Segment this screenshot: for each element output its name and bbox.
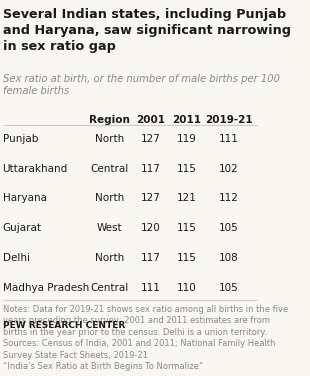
Text: 115: 115 [177, 223, 197, 233]
Text: 102: 102 [219, 164, 238, 174]
Text: Haryana: Haryana [2, 193, 46, 203]
Text: 115: 115 [177, 164, 197, 174]
Text: North: North [95, 253, 124, 263]
Text: North: North [95, 193, 124, 203]
Text: Notes: Data for 2019-21 shows sex ratio among all births in the five
years prece: Notes: Data for 2019-21 shows sex ratio … [2, 305, 288, 371]
Text: Several Indian states, including Punjab
and Haryana, saw significant narrowing
i: Several Indian states, including Punjab … [2, 9, 290, 53]
Text: 2011: 2011 [173, 115, 202, 125]
Text: Sex ratio at birth, or the number of male births per 100
female births: Sex ratio at birth, or the number of mal… [2, 74, 280, 96]
Text: West: West [96, 223, 122, 233]
Text: 111: 111 [141, 283, 161, 293]
Text: 127: 127 [141, 193, 161, 203]
Text: 127: 127 [141, 134, 161, 144]
Text: 111: 111 [219, 134, 239, 144]
Text: 117: 117 [141, 164, 161, 174]
Text: 108: 108 [219, 253, 238, 263]
Text: PEW RESEARCH CENTER: PEW RESEARCH CENTER [2, 321, 125, 330]
Text: Delhi: Delhi [2, 253, 29, 263]
Text: 120: 120 [141, 223, 161, 233]
Text: Gujarat: Gujarat [2, 223, 42, 233]
Text: Punjab: Punjab [2, 134, 38, 144]
Text: 121: 121 [177, 193, 197, 203]
Text: 119: 119 [177, 134, 197, 144]
Text: Madhya Pradesh: Madhya Pradesh [2, 283, 89, 293]
Text: 2001: 2001 [136, 115, 165, 125]
Text: Region: Region [89, 115, 130, 125]
Text: North: North [95, 134, 124, 144]
Text: 110: 110 [177, 283, 197, 293]
Text: 105: 105 [219, 283, 238, 293]
Text: 105: 105 [219, 223, 238, 233]
Text: Central: Central [90, 164, 128, 174]
Text: Uttarakhand: Uttarakhand [2, 164, 68, 174]
Text: 117: 117 [141, 253, 161, 263]
Text: 115: 115 [177, 253, 197, 263]
Text: 2019-21: 2019-21 [205, 115, 252, 125]
Text: Central: Central [90, 283, 128, 293]
Text: 112: 112 [219, 193, 239, 203]
